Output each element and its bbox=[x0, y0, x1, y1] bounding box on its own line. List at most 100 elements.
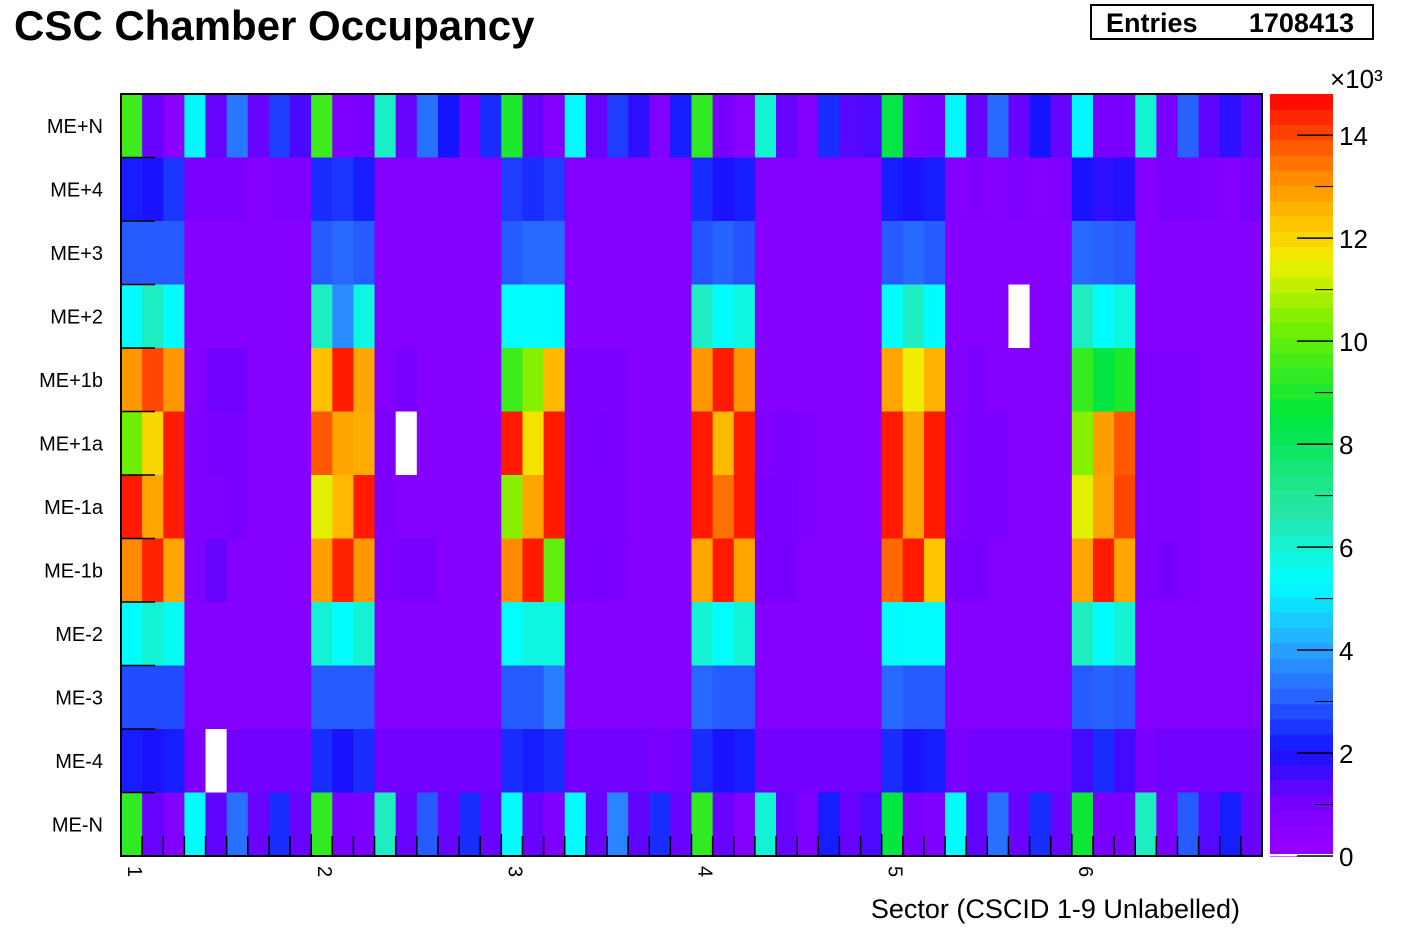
heatmap-cell bbox=[142, 538, 164, 603]
heatmap-cell bbox=[860, 602, 883, 667]
heatmap-cell bbox=[1029, 221, 1052, 286]
heatmap-cell bbox=[522, 284, 545, 349]
palette-band bbox=[1270, 520, 1333, 537]
heatmap-cell bbox=[437, 348, 460, 413]
heatmap-cell bbox=[1198, 94, 1221, 159]
heatmap-cell bbox=[606, 729, 629, 794]
heatmap-cell bbox=[564, 602, 587, 667]
heatmap-cell bbox=[902, 538, 925, 603]
heatmap-cell bbox=[1156, 602, 1179, 667]
heatmap-cell bbox=[374, 284, 397, 349]
heatmap-cell bbox=[1240, 538, 1263, 603]
heatmap-cell bbox=[522, 157, 545, 222]
heatmap-cell bbox=[1240, 157, 1263, 222]
heatmap-cell bbox=[1008, 157, 1031, 222]
heatmap-cell bbox=[142, 348, 164, 413]
heatmap-cell bbox=[1135, 475, 1157, 540]
heatmap-cell bbox=[691, 411, 714, 476]
heatmap-cell bbox=[1135, 221, 1157, 286]
palette-band bbox=[1270, 734, 1333, 750]
heatmap-cell bbox=[543, 221, 566, 286]
heatmap-cell bbox=[480, 538, 502, 603]
heatmap-cell bbox=[606, 475, 629, 540]
heatmap-cell bbox=[733, 348, 756, 413]
heatmap-cell bbox=[501, 411, 524, 476]
heatmap-cell bbox=[332, 729, 355, 794]
heatmap-cell bbox=[670, 665, 693, 730]
heatmap-cell bbox=[585, 221, 608, 286]
heatmap-cell bbox=[797, 792, 819, 857]
heatmap-cell bbox=[712, 348, 735, 413]
heatmap-cell bbox=[395, 221, 418, 286]
heatmap-cell bbox=[1240, 792, 1263, 857]
palette-band bbox=[1270, 322, 1333, 339]
stats-box: Entries 1708413 bbox=[1090, 4, 1374, 40]
heatmap-cell bbox=[945, 538, 967, 603]
heatmap-cell bbox=[395, 94, 418, 159]
heatmap-cell bbox=[966, 792, 988, 857]
heatmap-cell bbox=[1114, 729, 1136, 794]
heatmap-cell bbox=[353, 221, 376, 286]
heatmap-cell bbox=[395, 665, 418, 730]
heatmap-cell bbox=[1240, 602, 1263, 667]
palette-band bbox=[1270, 109, 1333, 126]
heatmap-cell bbox=[902, 348, 925, 413]
heatmap-cell bbox=[480, 729, 502, 794]
heatmap-cell bbox=[374, 602, 397, 667]
x-axis-title: Sector (CSCID 1-9 Unlabelled) bbox=[871, 894, 1240, 924]
heatmap-cell bbox=[797, 538, 819, 603]
heatmap-cell bbox=[839, 157, 862, 222]
heatmap-cell bbox=[1135, 792, 1157, 857]
heatmap-cell bbox=[923, 94, 946, 159]
heatmap-cell bbox=[353, 284, 376, 349]
heatmap-cell bbox=[923, 792, 946, 857]
heatmap-cell bbox=[1198, 411, 1221, 476]
palette-band bbox=[1270, 854, 1333, 856]
heatmap-cell bbox=[184, 792, 207, 857]
heatmap-cell bbox=[142, 284, 164, 349]
heatmap-cell bbox=[247, 411, 270, 476]
heatmap-cell bbox=[628, 665, 650, 730]
palette-band bbox=[1270, 566, 1333, 583]
heatmap-cell bbox=[290, 602, 312, 667]
heatmap-cell bbox=[966, 729, 988, 794]
palette-band bbox=[1270, 414, 1333, 430]
heatmap-cell bbox=[395, 792, 418, 857]
y-axis-labels: ME+N ME+4 ME+3 ME+2 ME+1b ME+1a ME-1a ME-1b ME-2… bbox=[39, 116, 104, 836]
heatmap-cell bbox=[142, 94, 164, 159]
heatmap-cell bbox=[1177, 792, 1200, 857]
heatmap-cell bbox=[501, 348, 524, 413]
x-axis-tick-label: 6 bbox=[1074, 866, 1096, 877]
heatmap-cell bbox=[121, 602, 143, 667]
heatmap-cell bbox=[797, 94, 819, 159]
heatmap-cell bbox=[818, 538, 841, 603]
heatmap-cell bbox=[839, 475, 862, 540]
heatmap-cell bbox=[606, 411, 629, 476]
heatmap-cell bbox=[923, 411, 946, 476]
heatmap-cell bbox=[163, 348, 185, 413]
heatmap-cell bbox=[268, 221, 291, 286]
heatmap-cell bbox=[121, 348, 143, 413]
heatmap-cell bbox=[205, 665, 228, 730]
heatmap-cell bbox=[987, 411, 1010, 476]
heatmap-cell bbox=[437, 284, 460, 349]
heatmap-cell bbox=[1198, 348, 1221, 413]
heatmap-cell bbox=[311, 538, 333, 603]
heatmap-cell bbox=[712, 411, 735, 476]
heatmap-cell bbox=[670, 284, 693, 349]
heatmap-cell bbox=[628, 729, 650, 794]
heatmap-cell bbox=[1177, 221, 1200, 286]
heatmap-cell bbox=[902, 729, 925, 794]
heatmap-cell bbox=[1029, 284, 1052, 349]
heatmap-cell bbox=[374, 348, 397, 413]
heatmap-cell bbox=[628, 157, 650, 222]
heatmap-cell bbox=[437, 538, 460, 603]
x-axis-tick-label: 4 bbox=[694, 866, 716, 877]
y-axis-label: ME+4 bbox=[50, 179, 103, 201]
heatmap-cell bbox=[945, 348, 967, 413]
heatmap-cell bbox=[585, 157, 608, 222]
palette-band bbox=[1270, 94, 1333, 110]
palette-band bbox=[1270, 490, 1333, 507]
heatmap-cell bbox=[1135, 665, 1157, 730]
palette-tick-label: 4 bbox=[1339, 636, 1353, 666]
